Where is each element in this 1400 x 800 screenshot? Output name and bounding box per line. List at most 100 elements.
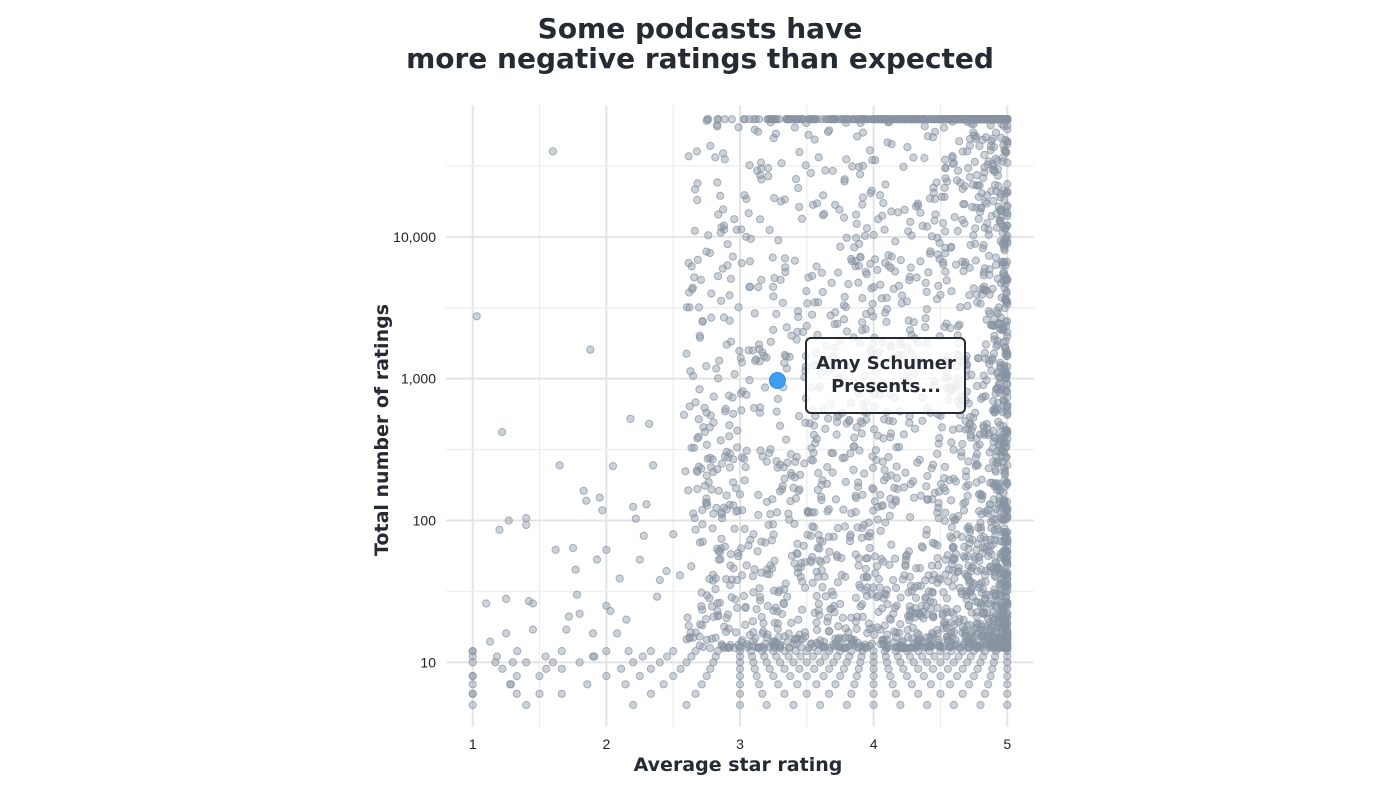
- data-point: [801, 161, 810, 170]
- data-point: [719, 205, 728, 214]
- data-point: [695, 538, 705, 547]
- data-point: [937, 423, 947, 432]
- data-point: [861, 564, 871, 574]
- data-point: [972, 181, 981, 190]
- data-point: [572, 590, 582, 599]
- data-point: [971, 239, 980, 248]
- data-point: [984, 251, 994, 260]
- data-point: [1003, 387, 1012, 396]
- data-point: [1001, 261, 1010, 270]
- data-point: [754, 340, 764, 349]
- data-point: [770, 618, 779, 628]
- data-point: [899, 430, 908, 439]
- data-point: [728, 252, 737, 261]
- data-point: [921, 323, 930, 332]
- data-point: [943, 551, 952, 560]
- data-point: [818, 115, 827, 124]
- data-point: [689, 371, 698, 381]
- data-point: [739, 591, 749, 601]
- data-point: [780, 689, 789, 698]
- data-point: [963, 524, 972, 533]
- data-point: [951, 477, 961, 486]
- data-point: [930, 216, 939, 225]
- data-point: [923, 700, 932, 710]
- data-point: [557, 664, 566, 673]
- data-point: [713, 465, 722, 474]
- data-point: [602, 647, 611, 656]
- data-point: [701, 615, 711, 624]
- data-point: [557, 689, 566, 698]
- data-point: [468, 700, 477, 710]
- data-point: [642, 500, 651, 509]
- data-point: [1003, 664, 1012, 673]
- data-point: [1003, 434, 1012, 444]
- data-point: [468, 672, 477, 681]
- highlight-annotation: Amy Schumer Presents...: [768, 337, 966, 414]
- data-point: [975, 440, 984, 449]
- data-point: [769, 134, 778, 143]
- data-point: [675, 571, 685, 580]
- data-point: [662, 567, 671, 576]
- data-point: [841, 643, 851, 652]
- data-point: [999, 395, 1008, 404]
- data-point: [882, 304, 892, 314]
- data-point: [689, 509, 698, 518]
- data-point: [495, 525, 504, 534]
- data-point: [816, 658, 825, 667]
- data-point: [922, 287, 931, 296]
- data-point: [685, 634, 694, 643]
- data-point: [702, 635, 712, 644]
- data-point: [770, 194, 779, 203]
- data-point: [737, 225, 746, 234]
- data-point: [947, 287, 956, 296]
- data-point: [998, 537, 1007, 546]
- x-axis-label: Average star rating: [634, 754, 843, 776]
- data-point: [776, 658, 785, 667]
- data-point: [959, 640, 968, 649]
- data-point: [984, 431, 993, 440]
- data-point: [592, 555, 602, 564]
- data-point: [933, 250, 942, 259]
- data-point: [962, 482, 971, 491]
- data-point: [875, 583, 884, 592]
- data-point: [738, 506, 747, 515]
- data-point: [989, 397, 998, 406]
- data-point: [482, 599, 491, 608]
- data-point: [760, 383, 770, 392]
- data-point: [711, 153, 720, 162]
- y-tick-label: 100: [413, 512, 437, 528]
- data-point: [693, 484, 702, 494]
- data-point: [582, 496, 591, 505]
- data-point: [649, 461, 658, 470]
- y-tick-label: 10,000: [393, 229, 436, 245]
- data-point: [909, 318, 918, 327]
- data-point: [764, 172, 773, 181]
- data-point: [994, 181, 1003, 191]
- data-point: [976, 203, 985, 212]
- data-point: [917, 601, 927, 611]
- data-point: [964, 561, 973, 570]
- data-point: [792, 640, 801, 649]
- data-point: [722, 340, 731, 349]
- data-point: [716, 191, 725, 200]
- data-point: [733, 603, 742, 613]
- data-point: [987, 212, 996, 221]
- data-point: [973, 664, 982, 673]
- data-point: [752, 672, 761, 681]
- data-point: [731, 628, 741, 637]
- data-point: [896, 700, 905, 710]
- data-point: [899, 483, 909, 492]
- data-point: [740, 524, 749, 534]
- data-point: [737, 571, 747, 580]
- data-point: [891, 497, 900, 506]
- data-point: [871, 569, 880, 578]
- data-point: [734, 303, 743, 312]
- data-point: [741, 463, 750, 472]
- data-point: [928, 495, 937, 504]
- data-point: [840, 292, 849, 301]
- data-point: [725, 463, 735, 472]
- data-point: [714, 374, 723, 383]
- data-point: [966, 419, 975, 428]
- data-point: [724, 624, 733, 633]
- data-point: [979, 241, 988, 250]
